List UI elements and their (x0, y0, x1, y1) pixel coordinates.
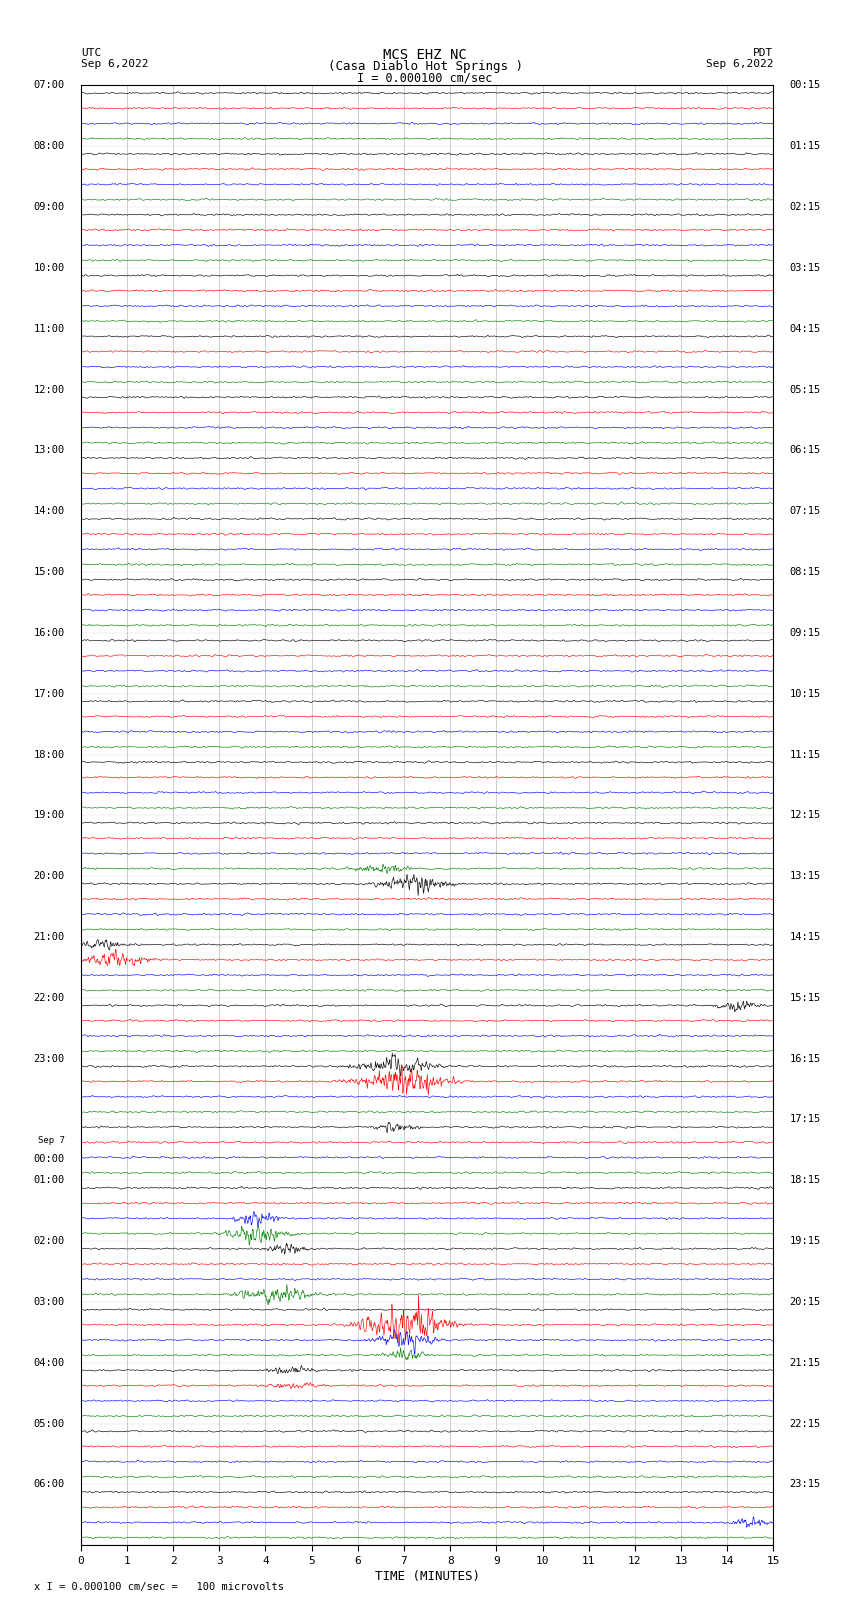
Text: 13:15: 13:15 (790, 871, 821, 881)
Text: 12:15: 12:15 (790, 810, 821, 821)
Text: PDT: PDT (753, 48, 774, 58)
Text: 11:15: 11:15 (790, 750, 821, 760)
Text: 21:15: 21:15 (790, 1358, 821, 1368)
Text: 08:15: 08:15 (790, 568, 821, 577)
Text: 12:00: 12:00 (33, 384, 65, 395)
Text: 02:00: 02:00 (33, 1236, 65, 1247)
Text: 05:00: 05:00 (33, 1418, 65, 1429)
Text: 00:00: 00:00 (33, 1155, 65, 1165)
Text: 03:00: 03:00 (33, 1297, 65, 1307)
Text: UTC: UTC (81, 48, 101, 58)
Text: 23:15: 23:15 (790, 1479, 821, 1489)
Text: 08:00: 08:00 (33, 142, 65, 152)
Text: 03:15: 03:15 (790, 263, 821, 273)
Text: 00:15: 00:15 (790, 81, 821, 90)
Text: I = 0.000100 cm/sec: I = 0.000100 cm/sec (357, 71, 493, 85)
Text: 10:00: 10:00 (33, 263, 65, 273)
Text: 07:15: 07:15 (790, 506, 821, 516)
Text: 22:15: 22:15 (790, 1418, 821, 1429)
Text: 20:00: 20:00 (33, 871, 65, 881)
Text: x I = 0.000100 cm/sec =   100 microvolts: x I = 0.000100 cm/sec = 100 microvolts (34, 1582, 284, 1592)
Text: 09:15: 09:15 (790, 627, 821, 637)
Text: Sep 6,2022: Sep 6,2022 (706, 58, 774, 69)
Text: 15:15: 15:15 (790, 994, 821, 1003)
Text: 16:00: 16:00 (33, 627, 65, 637)
Text: 01:15: 01:15 (790, 142, 821, 152)
Text: 19:15: 19:15 (790, 1236, 821, 1247)
Text: (Casa Diablo Hot Springs ): (Casa Diablo Hot Springs ) (327, 60, 523, 73)
Text: 05:15: 05:15 (790, 384, 821, 395)
Text: 14:15: 14:15 (790, 932, 821, 942)
Text: 13:00: 13:00 (33, 445, 65, 455)
Text: 23:00: 23:00 (33, 1053, 65, 1063)
Text: 01:00: 01:00 (33, 1176, 65, 1186)
Text: 16:15: 16:15 (790, 1053, 821, 1063)
Text: 21:00: 21:00 (33, 932, 65, 942)
Text: 09:00: 09:00 (33, 202, 65, 213)
Text: 20:15: 20:15 (790, 1297, 821, 1307)
Text: 22:00: 22:00 (33, 994, 65, 1003)
Text: 15:00: 15:00 (33, 568, 65, 577)
Text: 11:00: 11:00 (33, 324, 65, 334)
Text: MCS EHZ NC: MCS EHZ NC (383, 48, 467, 63)
Text: 18:15: 18:15 (790, 1176, 821, 1186)
Text: 04:00: 04:00 (33, 1358, 65, 1368)
Text: Sep 7: Sep 7 (37, 1136, 65, 1145)
X-axis label: TIME (MINUTES): TIME (MINUTES) (375, 1569, 479, 1582)
Text: 19:00: 19:00 (33, 810, 65, 821)
Text: 14:00: 14:00 (33, 506, 65, 516)
Text: 18:00: 18:00 (33, 750, 65, 760)
Text: 06:15: 06:15 (790, 445, 821, 455)
Text: 06:00: 06:00 (33, 1479, 65, 1489)
Text: 17:15: 17:15 (790, 1115, 821, 1124)
Text: 10:15: 10:15 (790, 689, 821, 698)
Text: 07:00: 07:00 (33, 81, 65, 90)
Text: Sep 6,2022: Sep 6,2022 (81, 58, 148, 69)
Text: 04:15: 04:15 (790, 324, 821, 334)
Text: 02:15: 02:15 (790, 202, 821, 213)
Text: 17:00: 17:00 (33, 689, 65, 698)
